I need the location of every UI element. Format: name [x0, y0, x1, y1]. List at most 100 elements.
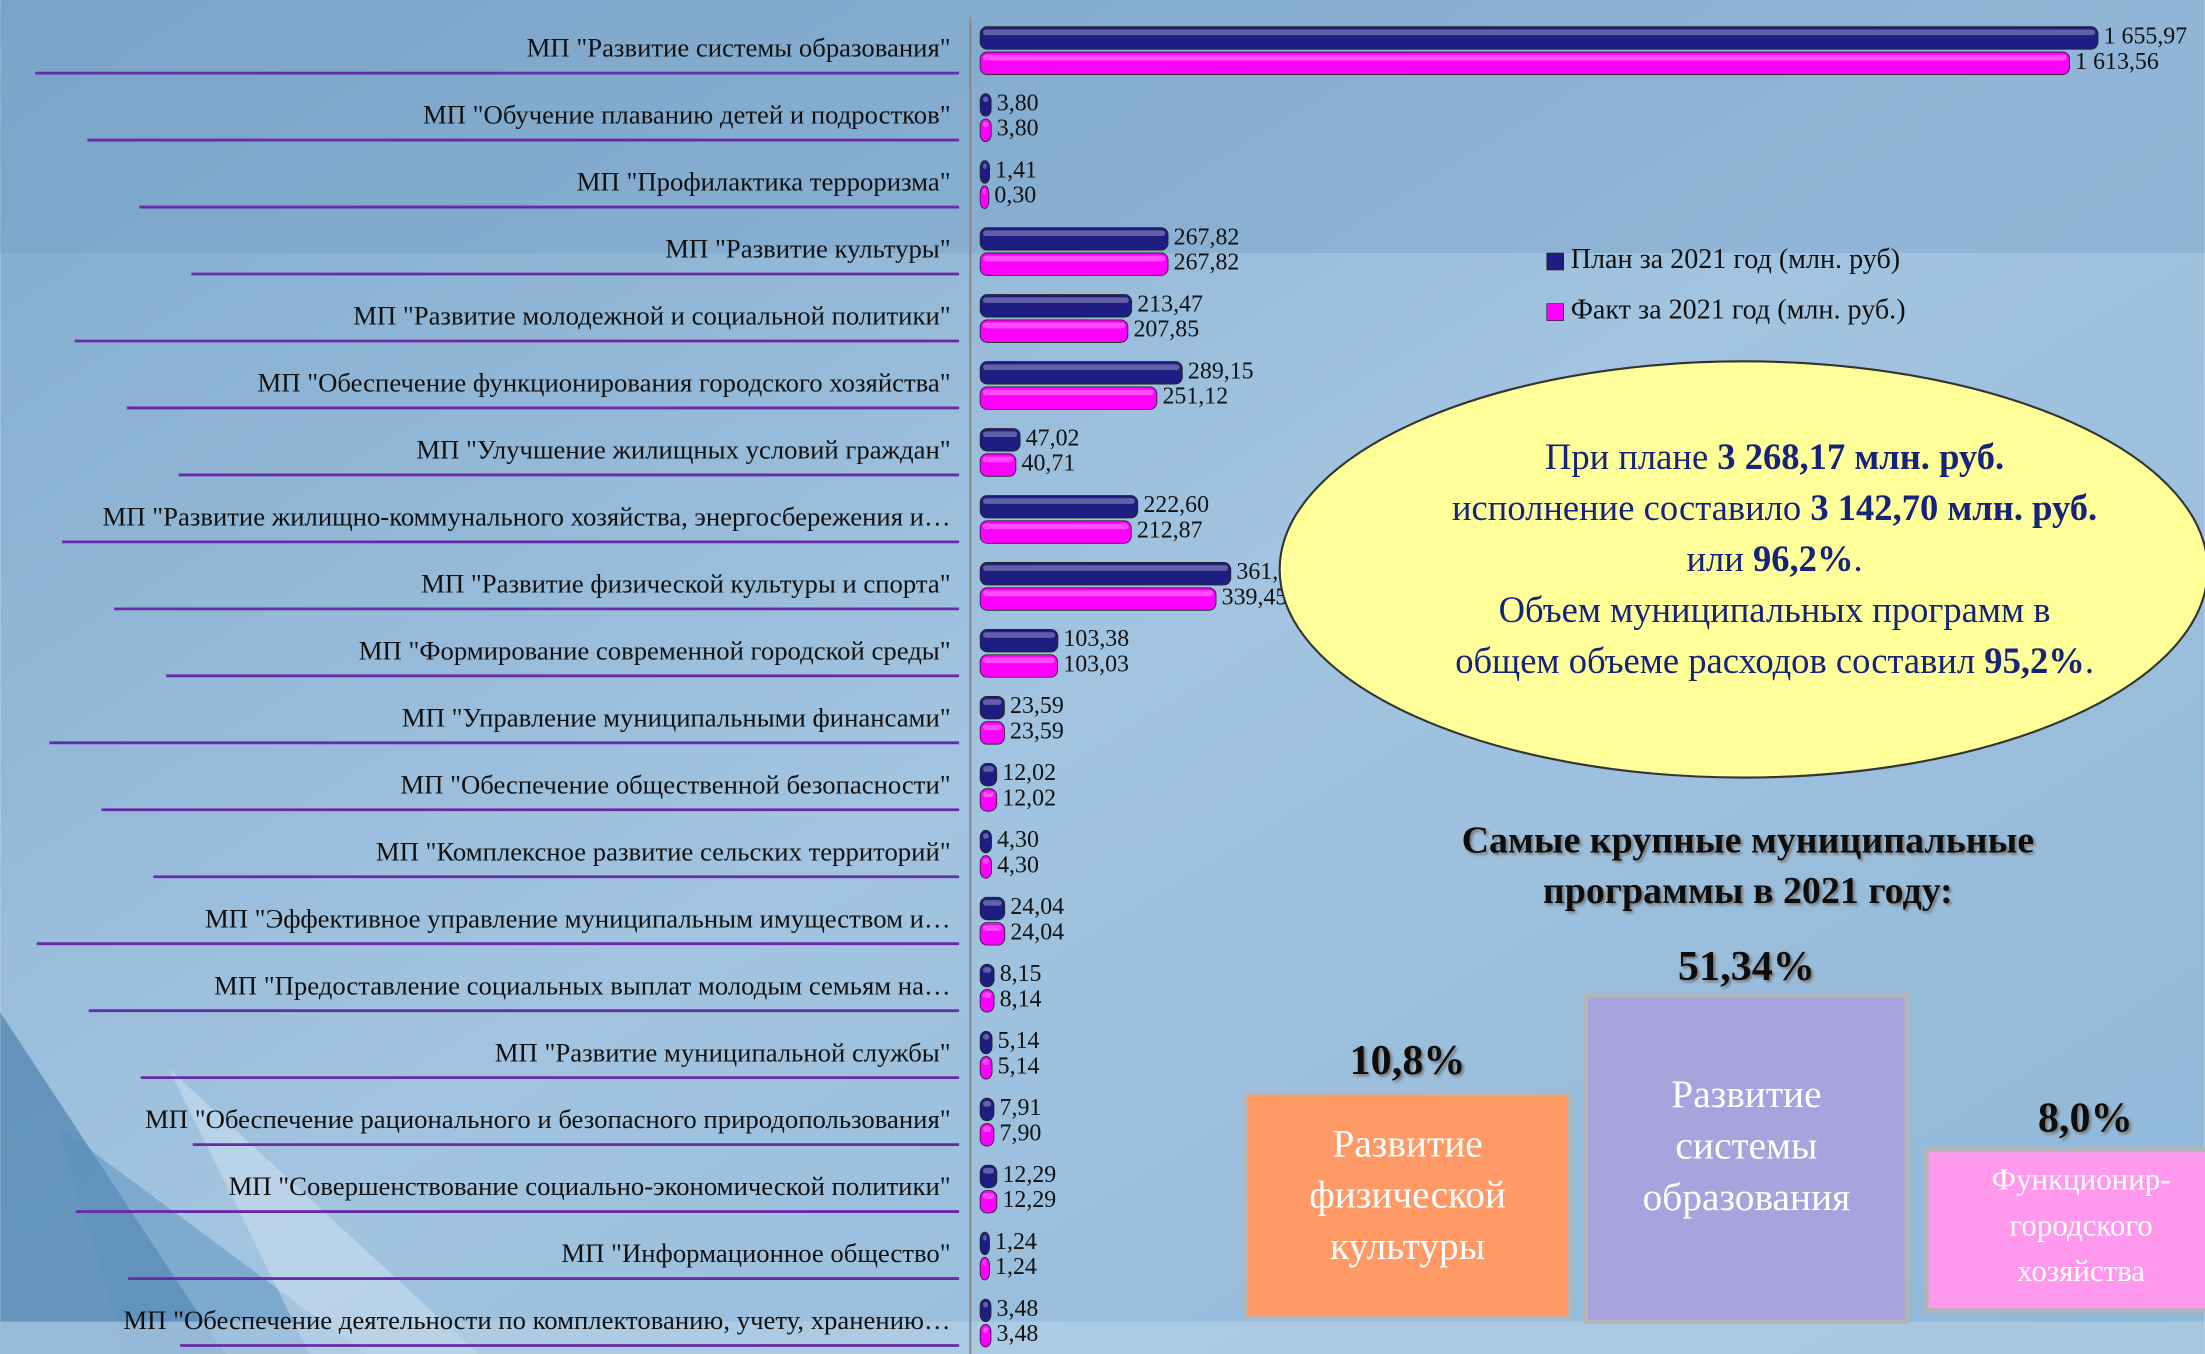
bar-highlight	[982, 1327, 989, 1333]
summary-text: .	[1854, 538, 1863, 579]
program-name: Развитие	[1671, 1072, 1821, 1116]
summary-line: исполнение составило 3 142,70 млн. руб.	[1452, 487, 2097, 528]
value-label: 47,02	[1026, 425, 1080, 451]
bar-highlight	[982, 565, 1228, 571]
summary-line: общем объеме расходов составил 95,2%.	[1455, 640, 2094, 681]
summary-text: .	[2085, 640, 2094, 681]
bar	[979, 922, 1006, 946]
category-label: МП "Развитие муниципальной службы"	[495, 1037, 951, 1067]
bar	[979, 252, 1169, 276]
bar-highlight	[982, 1034, 990, 1040]
summary-line: При плане 3 268,17 млн. руб.	[1545, 437, 2004, 478]
bar-highlight	[982, 1126, 992, 1132]
bar-highlight	[982, 1193, 995, 1199]
summary-text: При плане	[1545, 437, 1717, 478]
program-share: 51,34%	[1678, 943, 1815, 990]
bar	[979, 1231, 990, 1256]
category-label: МП "Обеспечение рационального и безопасн…	[145, 1104, 951, 1134]
bar	[979, 361, 1183, 385]
bar-highlight	[982, 1260, 987, 1266]
value-label: 1 655,97	[2104, 23, 2188, 49]
bar-highlight	[982, 699, 1002, 705]
program-name: Развитие	[1332, 1121, 1482, 1165]
category-label: МП "Развитие культуры"	[665, 234, 950, 264]
bar-highlight	[982, 858, 989, 865]
bar	[979, 788, 998, 812]
summary-text: 95,2%	[1984, 640, 2085, 681]
bar-highlight	[982, 925, 1002, 932]
bar	[979, 51, 2070, 75]
bar	[979, 562, 1232, 586]
category-label: МП "Обеспечение деятельности по комплект…	[123, 1305, 950, 1335]
category-label: МП "Совершенствование социально-экономич…	[229, 1171, 951, 1201]
top-programs: Самые крупные муниципальные программы в 2…	[1243, 819, 2205, 1324]
bar-highlight	[982, 230, 1166, 237]
program-name: Функционир-	[1992, 1162, 2171, 1197]
program-box	[1584, 993, 1909, 1324]
bar	[979, 1030, 993, 1055]
bar	[979, 294, 1133, 318]
value-label: 0,30	[994, 183, 1036, 209]
value-label: 24,04	[1010, 894, 1064, 920]
bar-highlight	[982, 590, 1214, 597]
top-title: программы в 2021 году:	[1543, 870, 1953, 912]
bar-highlight	[982, 389, 1155, 396]
bar-highlight	[982, 900, 1002, 906]
summary-text: исполнение составило	[1452, 487, 1810, 528]
value-label: 103,38	[1063, 626, 1129, 652]
program-share: 10,8%	[1350, 1037, 1466, 1084]
category-label: МП "Предоставление социальных выплат мол…	[214, 970, 951, 1000]
value-label: 12,02	[1002, 760, 1056, 786]
value-label: 5,14	[998, 1028, 1040, 1054]
bar	[979, 1324, 992, 1348]
category-label: МП "Информационное общество"	[561, 1238, 950, 1268]
category-label: МП "Развитие молодежной и социальной пол…	[353, 301, 951, 331]
bar	[979, 896, 1006, 921]
bar	[979, 829, 992, 854]
program-share: 8,0%	[2038, 1095, 2133, 1142]
bar	[979, 520, 1132, 544]
value-label: 267,82	[1174, 224, 1240, 250]
value-label: 1,41	[995, 157, 1037, 183]
summary-ellipse	[1278, 360, 2205, 779]
value-label: 12,29	[1002, 1187, 1056, 1213]
bar-highlight	[982, 1059, 990, 1065]
bar	[979, 587, 1217, 611]
top-title: Самые крупные муниципальные	[1462, 819, 2035, 861]
summary-text: или	[1687, 538, 1754, 579]
bar-highlight	[982, 724, 1002, 731]
value-label: 4,30	[997, 852, 1039, 878]
bar	[979, 1164, 998, 1189]
bar-highlight	[982, 766, 994, 772]
category-label: МП "Обеспечение общественной безопасност…	[400, 769, 950, 799]
bar-highlight	[982, 632, 1056, 638]
value-label: 5,14	[998, 1053, 1040, 1079]
value-label: 212,87	[1137, 518, 1203, 544]
category-label: МП "Обеспечение функционирования городск…	[258, 368, 951, 398]
value-label: 7,90	[1000, 1120, 1042, 1146]
bar	[979, 160, 990, 184]
bar	[979, 1123, 995, 1147]
bar-highlight	[982, 498, 1135, 504]
summary-text: общем объеме расходов составил	[1455, 640, 1984, 681]
bar	[979, 453, 1017, 477]
bar	[979, 428, 1021, 452]
bar-highlight	[982, 1234, 987, 1241]
bar	[979, 185, 990, 209]
category-label: МП "Управление муниципальными финансами"	[402, 702, 951, 732]
bar-highlight	[982, 364, 1180, 370]
value-label: 1 613,56	[2075, 49, 2159, 75]
value-label: 8,15	[1000, 961, 1042, 987]
category-label: МП "Формирование современной городской с…	[359, 635, 951, 665]
program-name: хозяйства	[2017, 1253, 2145, 1288]
bar-highlight	[982, 431, 1018, 437]
legend-swatch	[1546, 252, 1565, 271]
value-label: 8,14	[1000, 986, 1042, 1012]
bar	[979, 1257, 990, 1281]
legend-swatch	[1546, 303, 1565, 321]
value-label: 23,59	[1010, 693, 1064, 719]
bar-highlight	[982, 188, 987, 195]
bar-highlight	[982, 297, 1129, 304]
